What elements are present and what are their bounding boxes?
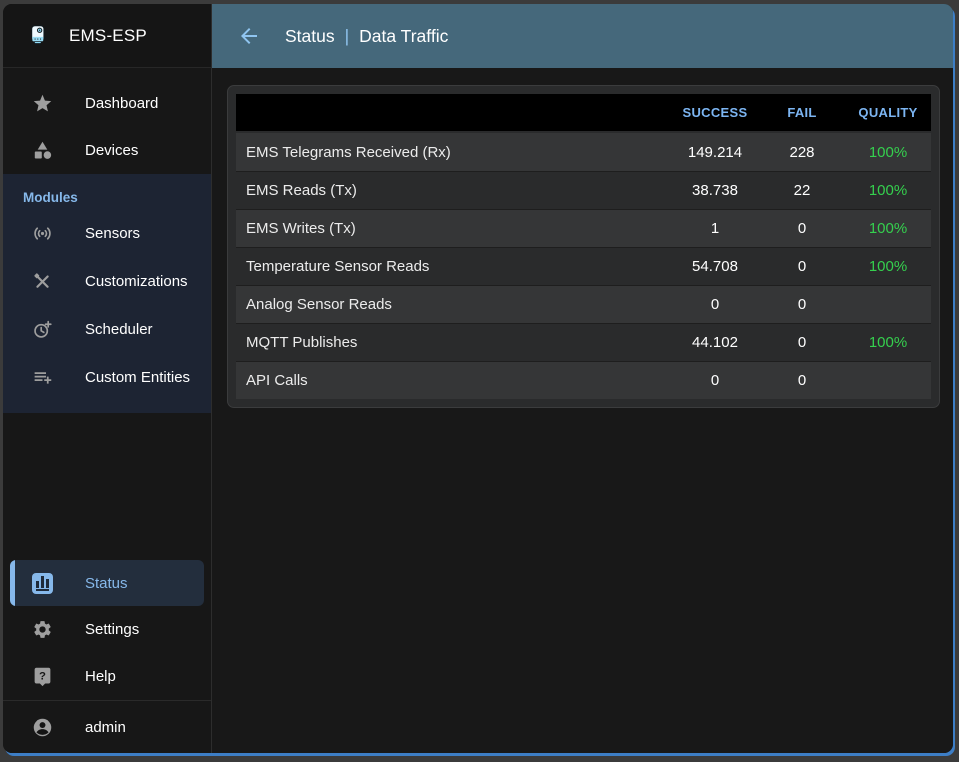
more-time-icon xyxy=(31,318,53,340)
content: SUCCESS FAIL QUALITY EMS Telegrams Receive… xyxy=(212,68,953,753)
sidebar-item-help[interactable]: ? Help xyxy=(3,653,211,700)
row-label: Temperature Sensor Reads xyxy=(246,258,430,275)
sidebar-item-devices[interactable]: Devices xyxy=(3,127,211,174)
category-icon xyxy=(31,140,53,162)
table-row: Temperature Sensor Reads 54.708 0 100% xyxy=(236,247,931,285)
sidebar-header: EMS-ESP xyxy=(3,4,211,68)
sidebar-item-admin[interactable]: admin xyxy=(3,701,211,753)
app-title: EMS-ESP xyxy=(69,25,147,45)
sidebar-item-label: Dashboard xyxy=(85,95,159,112)
column-header-fail: FAIL xyxy=(787,105,817,120)
sidebar-item-status[interactable]: Status xyxy=(10,560,204,606)
bar-chart-icon xyxy=(31,572,53,594)
quality-value: 100% xyxy=(868,220,908,237)
column-header-success: SUCCESS xyxy=(682,105,748,120)
sidebar-item-label: admin xyxy=(85,718,126,736)
sidebar-item-label: Help xyxy=(85,668,116,685)
table-row: EMS Telegrams Received (Rx) 149.214 228 … xyxy=(236,133,931,171)
page-title-page: Data Traffic xyxy=(359,25,449,46)
sidebar-item-label: Settings xyxy=(85,621,140,638)
ems-esp-app: EMS-ESP Dashboard Devices Modules Sensor… xyxy=(3,4,953,753)
sidebar-item-label: Devices xyxy=(85,142,139,159)
svg-text:?: ? xyxy=(39,671,46,683)
quality-value: 100% xyxy=(868,143,908,161)
success-value: 1 xyxy=(710,220,720,237)
quality-value: 100% xyxy=(868,258,908,275)
row-label: MQTT Publishes xyxy=(246,334,358,351)
account-icon xyxy=(31,716,53,738)
quality-value: 100% xyxy=(868,334,908,351)
sidebar-user-section: admin xyxy=(3,701,211,753)
main-area: Status | Data Traffic SUCCESS FAIL QUALITY… xyxy=(212,4,953,753)
sidebar-item-custom-entities[interactable]: Custom Entities xyxy=(3,353,211,401)
data-traffic-card: SUCCESS FAIL QUALITY EMS Telegrams Receive… xyxy=(227,85,940,408)
fail-value: 0 xyxy=(797,258,807,275)
sidebar-item-label: Custom Entities xyxy=(85,368,191,386)
sensors-icon xyxy=(31,222,53,244)
sidebar-modules-nav: Sensors Customizations Scheduler Custom … xyxy=(3,209,211,401)
sidebar-item-label: Customizations xyxy=(85,272,188,290)
playlist-add-icon xyxy=(31,366,53,388)
sidebar-top-nav: Dashboard Devices xyxy=(3,68,211,174)
sidebar-item-label: Scheduler xyxy=(85,320,153,338)
sidebar-item-customizations[interactable]: Customizations xyxy=(3,257,211,305)
page-title: Status | Data Traffic xyxy=(285,26,448,47)
sidebar: EMS-ESP Dashboard Devices Modules Sensor… xyxy=(3,4,212,753)
table-row: EMS Writes (Tx) 1 0 100% xyxy=(236,209,931,247)
fail-value: 0 xyxy=(797,334,807,351)
construction-icon xyxy=(31,270,53,292)
sidebar-divider xyxy=(3,700,211,701)
table-header-row: SUCCESS FAIL QUALITY xyxy=(236,94,931,131)
row-label: Analog Sensor Reads xyxy=(246,296,392,313)
boiler-logo-icon xyxy=(21,15,55,57)
fail-value: 228 xyxy=(789,143,815,161)
table-row: MQTT Publishes 44.102 0 100% xyxy=(236,323,931,361)
table-row: EMS Reads (Tx) 38.738 22 100% xyxy=(236,171,931,209)
row-label: EMS Telegrams Received (Rx) xyxy=(246,143,451,161)
quality-value: 100% xyxy=(868,182,908,199)
fail-value: 22 xyxy=(793,182,811,199)
success-value: 0 xyxy=(710,296,720,313)
sidebar-spacer xyxy=(3,413,211,560)
sidebar-item-scheduler[interactable]: Scheduler xyxy=(3,305,211,353)
table-body: EMS Telegrams Received (Rx) 149.214 228 … xyxy=(236,133,931,399)
sidebar-item-sensors[interactable]: Sensors xyxy=(3,209,211,257)
column-header-quality: QUALITY xyxy=(858,105,918,120)
appbar: Status | Data Traffic xyxy=(212,4,953,68)
gear-icon xyxy=(31,619,53,641)
sidebar-item-settings[interactable]: Settings xyxy=(3,606,211,653)
modules-section-label: Modules xyxy=(23,190,78,205)
row-label: EMS Writes (Tx) xyxy=(246,220,356,237)
fail-value: 0 xyxy=(797,372,807,389)
sidebar-item-dashboard[interactable]: Dashboard xyxy=(3,80,211,127)
success-value: 44.102 xyxy=(692,334,738,351)
row-label: API Calls xyxy=(246,372,308,389)
back-arrow-icon[interactable] xyxy=(237,24,261,48)
success-value: 149.214 xyxy=(687,143,743,161)
success-value: 54.708 xyxy=(692,258,738,275)
table-row: API Calls 0 0 xyxy=(236,361,931,399)
row-label: EMS Reads (Tx) xyxy=(246,182,357,199)
sidebar-item-label: Status xyxy=(85,574,128,592)
selected-indicator xyxy=(10,560,15,606)
star-icon xyxy=(31,93,53,115)
help-bubble-icon: ? xyxy=(31,666,53,688)
sidebar-item-label: Sensors xyxy=(85,224,141,242)
fail-value: 0 xyxy=(797,296,807,313)
table-row: Analog Sensor Reads 0 0 xyxy=(236,285,931,323)
success-value: 0 xyxy=(710,372,720,389)
sidebar-bottom-nav: Status Settings ? Help xyxy=(3,560,211,700)
page-title-section: Status xyxy=(285,25,335,46)
fail-value: 0 xyxy=(797,220,807,237)
sidebar-modules-section: Modules Sensors Customizations Scheduler… xyxy=(3,174,211,413)
page-title-separator: | xyxy=(344,25,350,46)
success-value: 38.738 xyxy=(692,182,738,199)
